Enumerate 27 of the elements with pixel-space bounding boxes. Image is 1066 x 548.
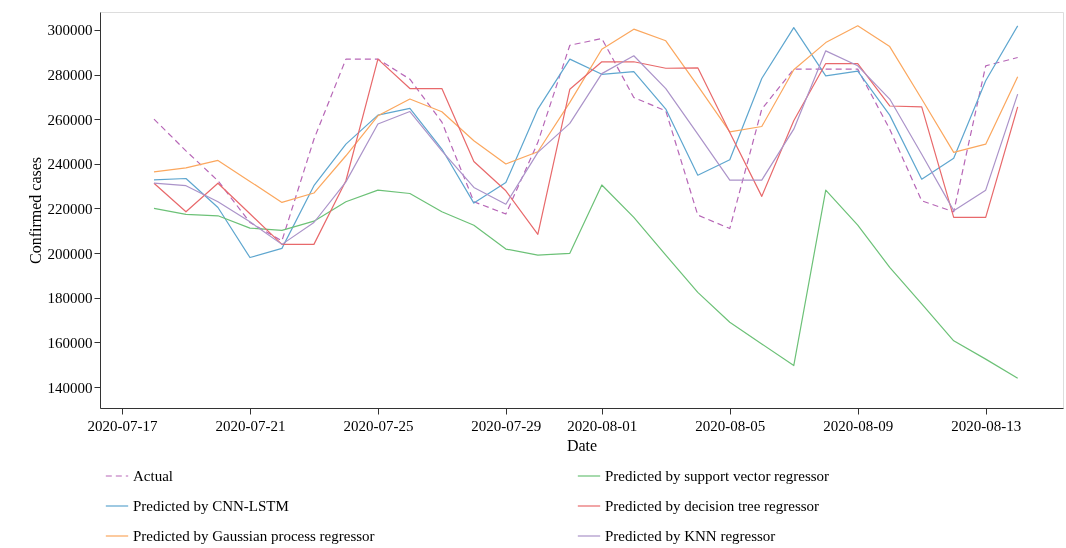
x-tick-label: 2020-07-21 — [215, 417, 286, 434]
x-tick-label: 2020-08-09 — [823, 417, 894, 434]
y-axis-title: Confirmed cases — [26, 156, 44, 265]
x-axis-title: Date — [566, 436, 598, 454]
x-tick-label: 2020-08-05 — [695, 417, 766, 434]
x-tick-label: 2020-07-29 — [471, 417, 542, 434]
x-tick-label: 2020-07-17 — [87, 417, 158, 434]
y-tick-label: 220000 — [47, 200, 93, 217]
y-tick-label: 300000 — [47, 22, 93, 39]
y-tick-label: 280000 — [47, 67, 93, 83]
line-series — [153, 184, 1019, 379]
legend-label: Predicted by Gaussian process regressor — [133, 528, 375, 544]
legend-label: Predicted by CNN-LSTM — [133, 498, 289, 514]
y-tick-label: 180000 — [47, 290, 93, 307]
y-tick-label: 160000 — [47, 334, 93, 351]
y-tick-label: 140000 — [47, 379, 93, 396]
legend-label: Predicted by decision tree regressor — [605, 498, 820, 514]
y-tick-label: 240000 — [47, 156, 93, 173]
line-series — [153, 25, 1019, 204]
legend-label: Predicted by support vector regressor — [605, 468, 830, 484]
y-tick-label: 200000 — [47, 245, 93, 262]
y-tick-label: 260000 — [47, 111, 93, 128]
legend-label: Predicted by KNN regressor — [605, 528, 776, 544]
x-tick-label: 2020-07-25 — [343, 417, 414, 434]
x-tick-label: 2020-08-13 — [951, 417, 1022, 434]
legend-label: Actual — [133, 468, 173, 484]
x-tick-label: 2020-08-01 — [567, 417, 638, 434]
